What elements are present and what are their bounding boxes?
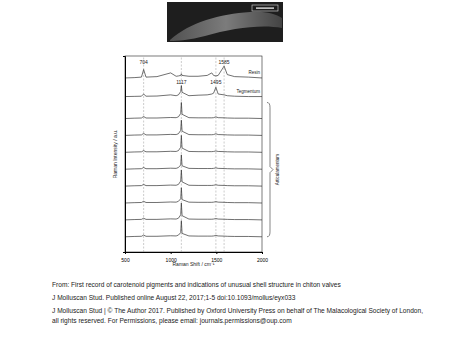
reference-line bbox=[143, 56, 144, 252]
x-axis-title: Raman Shift / cm⁻¹ bbox=[172, 261, 214, 267]
y-axis-line bbox=[123, 57, 126, 253]
x-tick-mark bbox=[262, 252, 263, 254]
spectrum-line bbox=[125, 155, 262, 169]
micrograph-scale-box bbox=[252, 5, 278, 11]
x-tick-label: 500 bbox=[121, 257, 130, 263]
x-tick-mark bbox=[216, 252, 217, 254]
spectrum-line bbox=[125, 66, 262, 78]
source-line: J Molluscan Stud | © The Author 2017. Pu… bbox=[52, 307, 423, 315]
x-axis-line bbox=[126, 253, 263, 255]
spectrum-line bbox=[125, 221, 262, 237]
y-axis-title: Raman Intensity / a.u. bbox=[112, 130, 118, 179]
x-tick: 500 bbox=[121, 252, 130, 263]
peak-label: 1117 bbox=[176, 79, 187, 85]
micrograph bbox=[167, 2, 283, 42]
micrograph-bg bbox=[167, 2, 283, 42]
spectrum-line bbox=[125, 203, 262, 220]
figure: 500100015002000Raman Shift / cm⁻¹Raman I… bbox=[0, 0, 450, 338]
spectrum-line bbox=[125, 170, 262, 186]
source-line: J Molluscan Stud. Published online Augus… bbox=[52, 294, 296, 302]
source-line: all rights reserved. For Permissions, pl… bbox=[52, 317, 292, 325]
spectrum-line bbox=[125, 86, 262, 97]
reference-line bbox=[224, 56, 225, 252]
spectrum-line bbox=[125, 188, 262, 203]
reference-line bbox=[215, 56, 216, 252]
spectrum-line bbox=[125, 135, 262, 152]
x-tick-mark bbox=[171, 252, 172, 254]
spectrum-line bbox=[125, 120, 262, 135]
micrograph-scale-bar bbox=[256, 8, 274, 9]
bracket-label: Articulamentum bbox=[275, 154, 280, 186]
series-label: Resin bbox=[248, 70, 260, 75]
bracket bbox=[267, 102, 273, 236]
x-tick: 2000 bbox=[257, 252, 268, 263]
plot-area bbox=[125, 56, 262, 252]
peak-label: 704 bbox=[139, 59, 148, 65]
micrograph-shell bbox=[170, 12, 282, 41]
peak-label: 1495 bbox=[210, 79, 221, 85]
source-line: From: First record of carotenoid pigment… bbox=[52, 281, 342, 289]
spectrum-line bbox=[125, 102, 262, 118]
plot-frame bbox=[125, 56, 262, 252]
series-label: Tegmentum bbox=[236, 89, 260, 94]
y-axis bbox=[123, 57, 126, 253]
peak-label: 1585 bbox=[219, 59, 230, 65]
x-tick-label: 2000 bbox=[257, 257, 268, 263]
